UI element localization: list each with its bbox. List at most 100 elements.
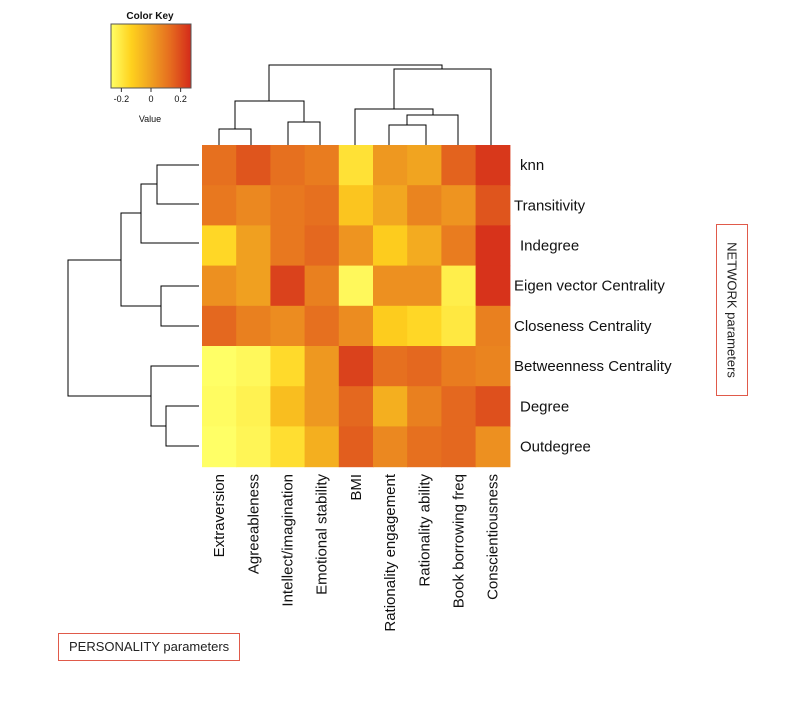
heatmap-cell (441, 265, 477, 307)
heatmap-cell (304, 386, 340, 427)
color-key: Color Key -0.2 0 0.2 Value (110, 11, 192, 124)
heatmap-cell (338, 185, 374, 226)
heatmap-cell (373, 386, 408, 427)
heatmap-cell (236, 386, 271, 427)
heatmap-cell (407, 346, 442, 387)
heatmap-cell (373, 225, 408, 267)
heatmap-cell (475, 185, 511, 226)
heatmap-cell (441, 346, 477, 387)
heatmap-cell (441, 225, 477, 267)
row-label: knn (520, 157, 544, 174)
heatmap-cell (407, 225, 442, 267)
row-label: Indegree (520, 238, 579, 255)
heatmap-cell (304, 145, 340, 186)
heatmap-cell (270, 185, 306, 226)
heatmap-cell (441, 426, 477, 468)
column-label: BMI (348, 474, 365, 501)
heatmap-cell (475, 426, 511, 468)
heatmap-cells (202, 145, 511, 468)
heatmap-cell (270, 386, 306, 427)
column-label: Book borrowing freq (451, 474, 468, 608)
heatmap-cell (475, 386, 511, 427)
heatmap-cell (373, 185, 408, 226)
heatmap-cell (373, 145, 408, 186)
heatmap-cell (236, 185, 271, 226)
color-key-gradient (110, 23, 192, 89)
heatmap-cell (407, 386, 442, 427)
heatmap-cell (475, 225, 511, 267)
row-label: Eigen vector Centrality (514, 278, 665, 295)
heatmap-cell (270, 145, 306, 186)
row-label: Transitivity (514, 197, 586, 214)
heatmap-cell (202, 305, 237, 347)
heatmap-cell (338, 265, 374, 307)
column-label: Extraversion (211, 474, 228, 557)
network-parameters-label: NETWORK parameters (716, 224, 748, 396)
heatmap-cell (475, 265, 511, 307)
heatmap-cell (236, 346, 271, 387)
heatmap-cell (304, 225, 340, 267)
column-label: Intellect/imagination (280, 474, 297, 607)
heatmap-cell (236, 305, 271, 347)
heatmap-cell (202, 185, 237, 226)
column-label: Rationality ability (416, 474, 433, 587)
heatmap-cell (270, 426, 306, 468)
heatmap-cell (338, 145, 374, 186)
heatmap-cell (373, 265, 408, 307)
heatmap-cell (304, 305, 340, 347)
heatmap-cell (373, 426, 408, 468)
personality-parameters-text: PERSONALITY parameters (69, 639, 230, 654)
heatmap-cell (236, 265, 271, 307)
heatmap-cell (407, 305, 442, 347)
color-key-title: Color Key (126, 11, 174, 22)
heatmap-cell (304, 426, 340, 468)
heatmap-cell (407, 145, 442, 186)
heatmap-cell (270, 346, 306, 387)
color-key-tick-label: 0.2 (174, 94, 187, 104)
heatmap-cell (270, 305, 306, 347)
heatmap-cell (304, 185, 340, 226)
heatmap-cell (270, 225, 306, 267)
heatmap-cell (202, 426, 237, 468)
heatmap-cell (304, 265, 340, 307)
heatmap-cell (475, 145, 511, 186)
network-parameters-text: NETWORK parameters (724, 242, 740, 378)
heatmap-cell (202, 386, 237, 427)
heatmap-cell (236, 225, 271, 267)
heatmap-cell (202, 225, 237, 267)
heatmap-cell (373, 346, 408, 387)
heatmap-cell (270, 265, 306, 307)
heatmap-cell (441, 386, 477, 427)
color-key-axis-label: Value (139, 114, 161, 124)
column-label: Agreeableness (245, 474, 262, 574)
row-dendrogram (67, 164, 199, 447)
color-key-tick-label: 0 (148, 94, 153, 104)
heatmap-cell (441, 185, 477, 226)
column-label: Conscientiousness (485, 474, 502, 600)
row-labels: knn Transitivity Indegree Eigen vector Cent… (514, 157, 672, 455)
heatmap-cell (202, 346, 237, 387)
heatmap-cell (202, 145, 237, 186)
heatmap-cell (441, 145, 477, 186)
heatmap-cell (407, 426, 442, 468)
column-dendrogram (218, 64, 492, 146)
heatmap-cell (338, 305, 374, 347)
heatmap-cell (338, 225, 374, 267)
row-label: Degree (520, 398, 569, 415)
column-labels: Extraversion Agreeableness Intellect/imagi… (211, 473, 502, 631)
row-label: Outdegree (520, 439, 591, 456)
heatmap-cell (304, 346, 340, 387)
heatmap-cell (202, 265, 237, 307)
column-label: Rationality engagement (382, 473, 399, 631)
heatmap-cell (441, 305, 477, 347)
heatmap-cell (407, 185, 442, 226)
heatmap-cell (236, 426, 271, 468)
heatmap-cell (338, 386, 374, 427)
heatmap-cell (475, 346, 511, 387)
row-label: Betweenness Centrality (514, 358, 672, 375)
personality-parameters-label: PERSONALITY parameters (58, 633, 241, 661)
heatmap-cell (236, 145, 271, 186)
heatmap-cell (373, 305, 408, 347)
heatmap-cell (338, 426, 374, 468)
